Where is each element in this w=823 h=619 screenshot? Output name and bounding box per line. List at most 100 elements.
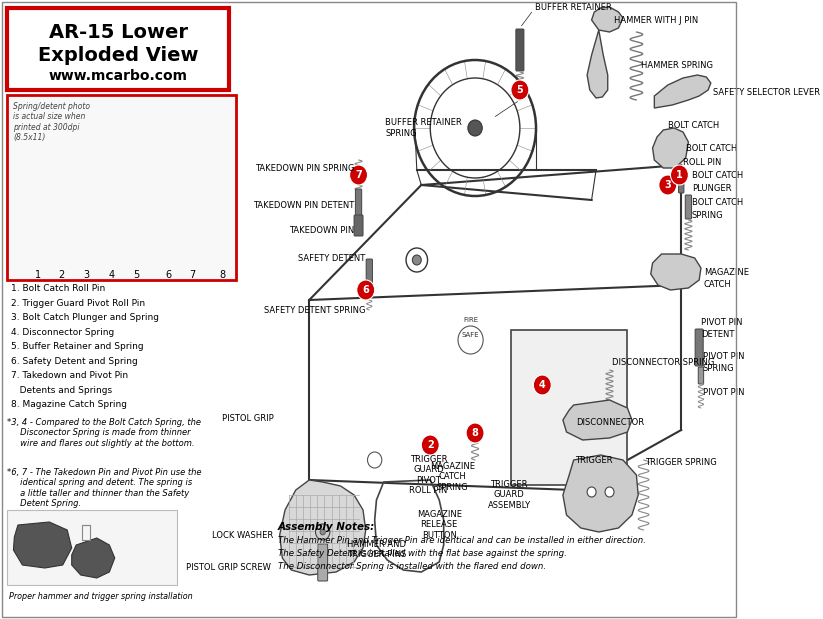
Text: 2: 2 (427, 440, 434, 450)
Text: Detents and Springs: Detents and Springs (11, 386, 112, 394)
Text: 7. Takedown and Pivot Pin: 7. Takedown and Pivot Pin (11, 371, 128, 380)
FancyBboxPatch shape (82, 174, 90, 212)
Text: The Disconnector Spring is installed with the flared end down.: The Disconnector Spring is installed wit… (278, 562, 546, 571)
Text: SAFETY DETENT: SAFETY DETENT (299, 254, 365, 262)
Text: 5: 5 (517, 85, 523, 95)
Text: TRIGGER SPRING: TRIGGER SPRING (645, 457, 717, 467)
Text: *3, 4 - Compared to the Bolt Catch Spring, the
     Disconector Spring is made f: *3, 4 - Compared to the Bolt Catch Sprin… (7, 418, 201, 448)
Text: LOCK WASHER: LOCK WASHER (212, 530, 273, 540)
Bar (7, 8, 230, 90)
Polygon shape (654, 75, 711, 108)
FancyBboxPatch shape (695, 329, 703, 366)
Text: 8: 8 (472, 428, 478, 438)
Text: 8. Magazine Catch Spring: 8. Magazine Catch Spring (11, 400, 127, 409)
Text: TRIGGER
GUARD
ASSEMBLY: TRIGGER GUARD ASSEMBLY (487, 480, 531, 510)
Circle shape (605, 487, 614, 497)
Circle shape (350, 165, 368, 185)
FancyBboxPatch shape (318, 544, 328, 581)
Text: 7: 7 (356, 170, 362, 180)
Text: BOLT CATCH: BOLT CATCH (667, 121, 719, 129)
Text: BUFFER RETAINER: BUFFER RETAINER (535, 2, 611, 12)
Circle shape (315, 524, 330, 540)
Bar (7, 510, 178, 585)
Text: PISTOL GRIP SCREW: PISTOL GRIP SCREW (186, 563, 271, 573)
FancyBboxPatch shape (678, 171, 684, 193)
Text: ROLL PIN: ROLL PIN (683, 157, 722, 167)
Text: BOLT CATCH: BOLT CATCH (686, 144, 737, 152)
Text: The Hammer Pin and Trigger Pin are identical and can be installed in either dire: The Hammer Pin and Trigger Pin are ident… (278, 536, 646, 545)
Text: HAMMER AND
TRIGGER PINS: HAMMER AND TRIGGER PINS (346, 540, 407, 560)
Circle shape (659, 175, 677, 195)
Text: TAKEDOWN PIN: TAKEDOWN PIN (289, 225, 354, 235)
Text: 2. Trigger Guard Pivot Roll Pin: 2. Trigger Guard Pivot Roll Pin (11, 298, 145, 308)
Polygon shape (587, 30, 607, 98)
Text: 6: 6 (362, 285, 369, 295)
Text: 1. Bolt Catch Roll Pin: 1. Bolt Catch Roll Pin (11, 284, 105, 293)
Polygon shape (653, 128, 688, 168)
Text: Assembly Notes:: Assembly Notes: (278, 522, 375, 532)
Text: SAFE: SAFE (462, 332, 480, 338)
Text: TAKEDOWN PIN DETENT: TAKEDOWN PIN DETENT (253, 201, 354, 209)
Text: 5: 5 (133, 270, 139, 280)
Circle shape (671, 165, 688, 185)
Text: SPRING: SPRING (703, 363, 734, 373)
Circle shape (356, 280, 374, 300)
Text: HAMMER WITH J PIN: HAMMER WITH J PIN (614, 15, 698, 25)
Text: PLUNGER: PLUNGER (692, 183, 732, 193)
FancyBboxPatch shape (516, 29, 524, 71)
Text: DISCONNECTOR: DISCONNECTOR (576, 417, 644, 426)
Polygon shape (651, 254, 701, 290)
Text: PISTOL GRIP: PISTOL GRIP (221, 413, 273, 423)
FancyBboxPatch shape (57, 192, 66, 263)
Text: DETENT: DETENT (701, 329, 734, 339)
Text: 1: 1 (676, 170, 683, 180)
Text: SPRING: SPRING (692, 210, 723, 220)
Text: 6: 6 (165, 270, 171, 280)
Text: Spring/detent photo
is actual size when
printed at 300dpi
(8.5x11): Spring/detent photo is actual size when … (13, 102, 91, 142)
Circle shape (412, 255, 421, 265)
Text: BOLT CATCH: BOLT CATCH (692, 170, 743, 180)
Polygon shape (592, 7, 623, 32)
Text: The Safety Detent is installed with the flat base against the spring.: The Safety Detent is installed with the … (278, 549, 567, 558)
Polygon shape (563, 455, 638, 532)
Text: AR-15 Lower: AR-15 Lower (49, 22, 188, 41)
Text: BUFFER RETAINER: BUFFER RETAINER (385, 118, 463, 126)
Text: *6, 7 - The Takedown Pin and Pivot Pin use the
     identical spring and detent.: *6, 7 - The Takedown Pin and Pivot Pin u… (7, 468, 202, 508)
Circle shape (587, 487, 596, 497)
Circle shape (511, 80, 529, 100)
Text: CATCH: CATCH (704, 280, 732, 288)
Text: 4: 4 (539, 380, 546, 390)
Text: PIVOT PIN: PIVOT PIN (703, 352, 744, 360)
Circle shape (466, 423, 484, 443)
Polygon shape (13, 522, 72, 568)
Bar (7, 95, 235, 280)
Text: MAGAZINE: MAGAZINE (704, 267, 749, 277)
Text: www.mcarbo.com: www.mcarbo.com (49, 69, 188, 83)
Text: BOLT CATCH: BOLT CATCH (692, 197, 743, 207)
Text: TAKEDOWN PIN SPRING: TAKEDOWN PIN SPRING (254, 163, 354, 173)
Circle shape (320, 529, 325, 535)
Text: 3: 3 (664, 180, 672, 190)
Text: SAFETY DETENT SPRING: SAFETY DETENT SPRING (264, 306, 365, 314)
Text: MAGAZINE
CATCH
SPRING: MAGAZINE CATCH SPRING (430, 462, 475, 492)
Text: 4. Disconnector Spring: 4. Disconnector Spring (11, 327, 114, 337)
FancyBboxPatch shape (131, 161, 142, 210)
Text: 7: 7 (189, 270, 196, 280)
Text: FIRE: FIRE (463, 317, 478, 323)
FancyBboxPatch shape (698, 367, 704, 384)
Text: DISCONNECTOR SPRING: DISCONNECTOR SPRING (612, 358, 714, 366)
Text: PIVOT PIN: PIVOT PIN (701, 318, 742, 326)
Circle shape (468, 120, 482, 136)
Polygon shape (72, 538, 114, 578)
Text: 3. Bolt Catch Plunger and Spring: 3. Bolt Catch Plunger and Spring (11, 313, 159, 322)
Text: TRIGGER
GUARD
PIVOT
ROLL PIN: TRIGGER GUARD PIVOT ROLL PIN (409, 455, 448, 495)
FancyBboxPatch shape (686, 195, 691, 219)
FancyBboxPatch shape (356, 189, 361, 216)
Text: Exploded View: Exploded View (38, 46, 198, 64)
Text: Proper hammer and trigger spring installation: Proper hammer and trigger spring install… (9, 592, 193, 601)
Polygon shape (563, 400, 632, 440)
FancyBboxPatch shape (366, 259, 373, 286)
Circle shape (421, 435, 439, 455)
Text: 4: 4 (109, 270, 115, 280)
Text: TRIGGER: TRIGGER (575, 456, 613, 464)
